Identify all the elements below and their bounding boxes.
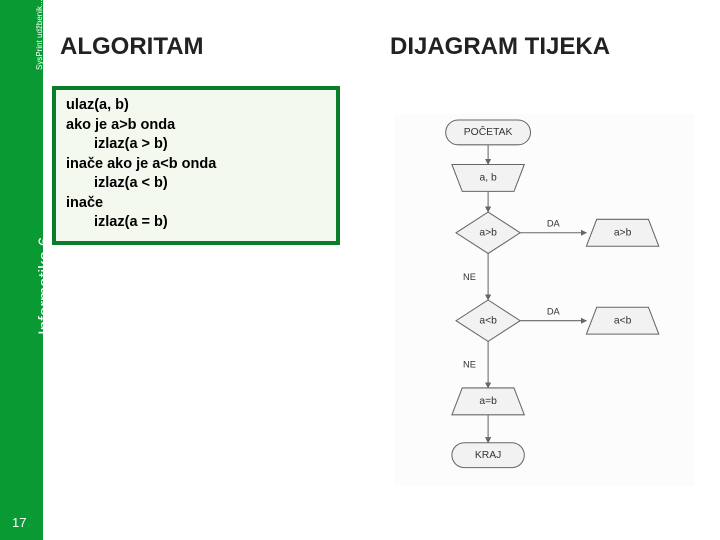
algorithm-box: ulaz(a, b)ako je a>b ondaizlaz(a > b)ina…: [52, 86, 340, 245]
svg-text:DA: DA: [547, 306, 561, 316]
svg-text:NE: NE: [463, 272, 476, 282]
svg-text:a<b: a<b: [614, 315, 632, 326]
sidebar-publisher: SysPrint udžbenik...: [36, 0, 45, 70]
svg-text:a=b: a=b: [479, 396, 497, 407]
svg-text:NE: NE: [463, 360, 476, 370]
svg-text:a>b: a>b: [614, 227, 632, 238]
svg-text:KRAJ: KRAJ: [475, 450, 501, 461]
heading-algorithm: ALGORITAM: [60, 33, 204, 61]
svg-text:DA: DA: [547, 219, 561, 229]
svg-text:a, b: a, b: [479, 173, 496, 184]
heading-flowchart: DIJAGRAM TIJEKA: [390, 33, 610, 61]
page-number: 17: [12, 515, 26, 530]
svg-text:a>b: a>b: [479, 227, 497, 238]
flowchart-diagram: DA NE DA NE POČETAK a, b a>b a>b a<b a<b a=b KRAJ: [395, 80, 695, 520]
sidebar-subject: Informatika 6: [35, 237, 55, 335]
svg-text:a<b: a<b: [479, 315, 497, 326]
svg-text:POČETAK: POČETAK: [464, 125, 513, 138]
